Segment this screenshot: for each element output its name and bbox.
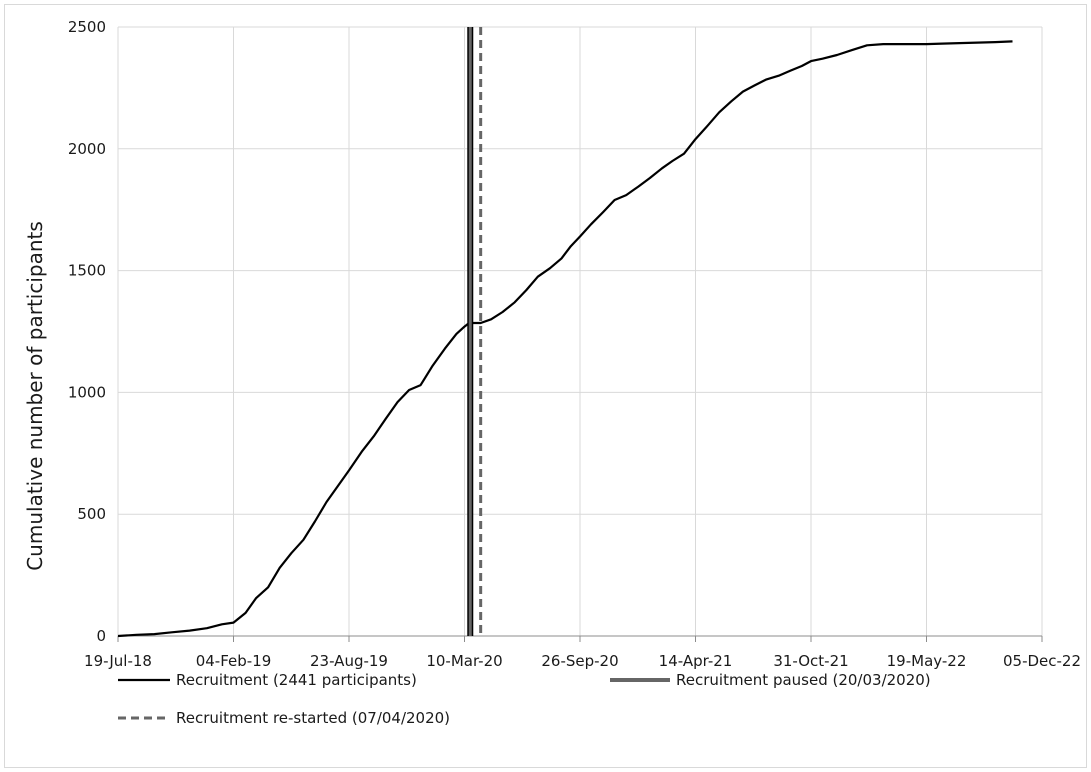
x-tick-label: 14-Apr-21: [659, 652, 733, 670]
y-tick-label: 0: [96, 627, 106, 645]
x-tick-label: 26-Sep-20: [541, 652, 618, 670]
y-tick-label: 2500: [68, 18, 106, 36]
legend-label-paused: Recruitment paused (20/03/2020): [676, 671, 931, 689]
x-tick-label: 10-Mar-20: [426, 652, 502, 670]
x-tick-label: 19-May-22: [887, 652, 967, 670]
y-tick-label: 1000: [68, 383, 106, 401]
x-tick-label: 19-Jul-18: [84, 652, 152, 670]
legend: Recruitment (2441 participants) Recruitm…: [118, 671, 931, 727]
gridlines: [117, 26, 1043, 642]
legend-label-restarted: Recruitment re-started (07/04/2020): [176, 709, 450, 727]
legend-label-recruitment: Recruitment (2441 participants): [176, 671, 417, 689]
series-layer: [117, 27, 1013, 638]
x-tick-label: 05-Dec-22: [1003, 652, 1081, 670]
y-tick-label: 1500: [68, 262, 106, 280]
y-tick-label: 500: [77, 505, 106, 523]
y-tick-labels: 0 500 1000 1500 2000 2500: [68, 18, 106, 645]
y-axis-label: Cumulative number of participants: [23, 221, 47, 571]
x-tick-label: 04-Feb-19: [196, 652, 272, 670]
recruitment-line: [117, 40, 1013, 638]
x-tick-label: 31-Oct-21: [773, 652, 848, 670]
chart-frame: [4, 4, 1087, 768]
x-tick-label: 23-Aug-19: [310, 652, 388, 670]
x-tick-labels: 19-Jul-18 04-Feb-19 23-Aug-19 10-Mar-20 26-S…: [84, 652, 1081, 670]
y-tick-label: 2000: [68, 140, 106, 158]
